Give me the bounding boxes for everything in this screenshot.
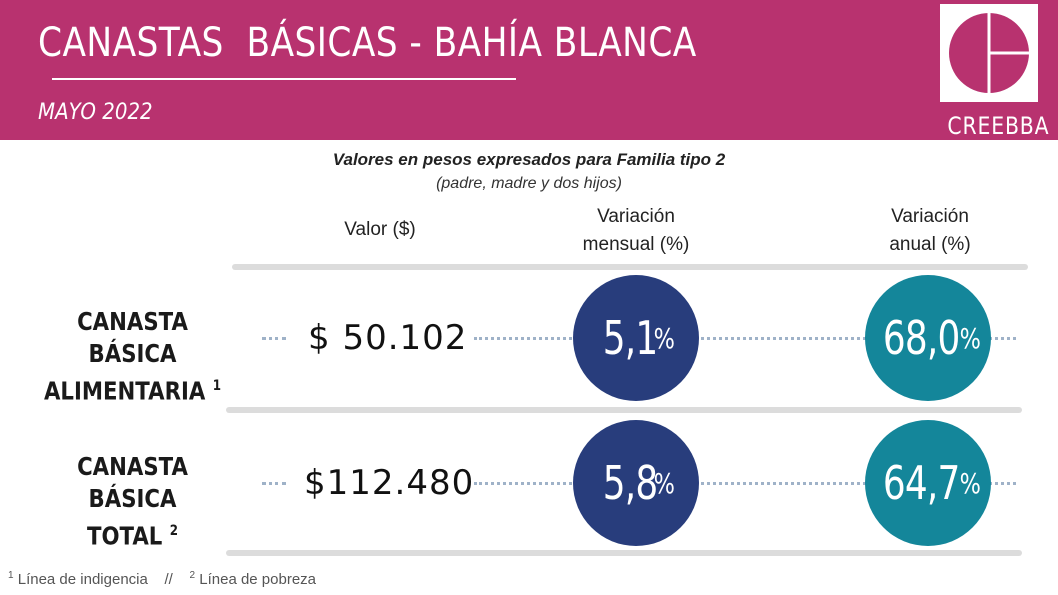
value-total: $112.480 xyxy=(304,463,475,503)
column-header-anual-line2: anual (%) xyxy=(889,234,971,255)
footnote-ref: 1 xyxy=(212,378,222,394)
monthly-variation-badge: 5,1% xyxy=(573,275,699,401)
subtitle-note: (padre, madre y dos hijos) xyxy=(436,175,622,192)
percent-sign: % xyxy=(959,466,981,500)
creebba-logo-icon xyxy=(940,4,1038,102)
row-label-line1: CANASTA BÁSICA xyxy=(77,307,188,368)
logo-name: CREEBBA xyxy=(947,112,1050,140)
dotted-leader xyxy=(262,482,286,485)
annual-variation-value: 68,0 xyxy=(883,311,961,365)
row-label-alimentaria: CANASTA BÁSICA ALIMENTARIA 1 xyxy=(37,306,228,407)
header-banner xyxy=(0,0,1058,140)
column-header-anual: Variación anual (%) xyxy=(850,203,1010,259)
row-label-line2: TOTAL 2 xyxy=(86,521,179,551)
page-title: CANASTAS BÁSICAS - BAHÍA BLANCA xyxy=(38,20,697,66)
row-label-line1: CANASTA BÁSICA xyxy=(77,452,188,513)
dotted-leader xyxy=(474,337,1016,340)
column-header-mensual-line2: mensual (%) xyxy=(582,234,690,255)
title-underline xyxy=(52,78,516,80)
row-label-total: CANASTA BÁSICA TOTAL 2 xyxy=(37,451,228,552)
column-header-valor: Valor ($) xyxy=(310,216,450,244)
percent-sign: % xyxy=(653,466,675,500)
footnote-ref: 2 xyxy=(169,523,179,539)
report-date: MAYO 2022 xyxy=(38,100,153,125)
footnotes: 1 Línea de indigencia // 2 Línea de pobr… xyxy=(8,570,317,588)
dotted-leader xyxy=(262,337,286,340)
separator-middle xyxy=(226,407,1022,413)
row-label-line2: ALIMENTARIA 1 xyxy=(43,376,222,406)
percent-sign: % xyxy=(653,321,675,355)
monthly-variation-badge: 5,8% xyxy=(573,420,699,546)
column-header-mensual-line1: Variación xyxy=(597,206,675,227)
column-header-valor-label: Valor ($) xyxy=(344,219,416,240)
value-alimentaria: $ 50.102 xyxy=(308,318,468,358)
monthly-variation-value: 5,1 xyxy=(602,311,658,365)
percent-sign: % xyxy=(959,321,981,355)
column-header-anual-line1: Variación xyxy=(891,206,969,227)
column-header-mensual: Variación mensual (%) xyxy=(556,203,716,259)
dotted-leader xyxy=(474,482,1016,485)
separator-bottom xyxy=(226,550,1022,556)
subtitle: Valores en pesos expresados para Familia… xyxy=(332,150,726,169)
annual-variation-badge: 64,7% xyxy=(865,420,991,546)
annual-variation-value: 64,7 xyxy=(883,456,961,510)
separator-top xyxy=(232,264,1028,270)
monthly-variation-value: 5,8 xyxy=(602,456,658,510)
annual-variation-badge: 68,0% xyxy=(865,275,991,401)
